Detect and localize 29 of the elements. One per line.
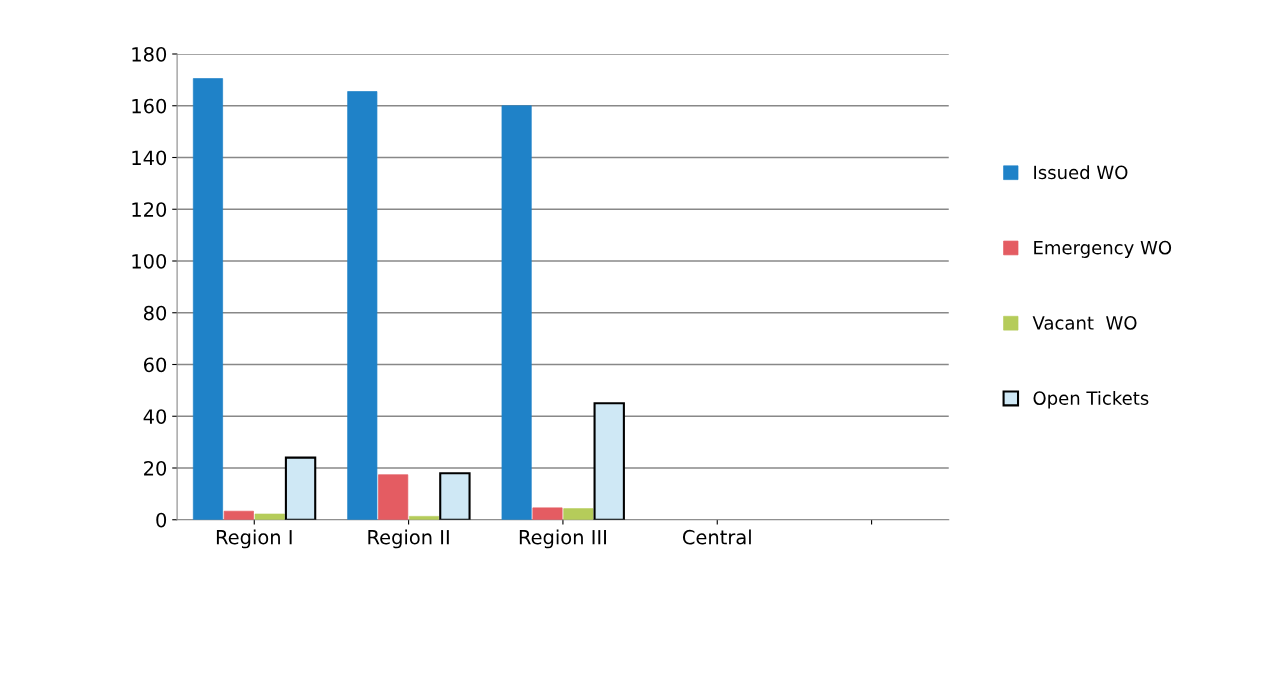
bar: [501, 105, 532, 520]
bar: [532, 507, 563, 520]
y-tick-label: 100: [132, 253, 167, 269]
bar: [192, 78, 223, 520]
y-tick-label: 80: [143, 305, 167, 321]
legend-label: Issued WO: [1034, 165, 1128, 180]
legend-label: Vacant WO: [1032, 316, 1137, 330]
bar: [378, 474, 409, 520]
y-tick-label: 160: [132, 98, 167, 114]
y-tick-label: 40: [143, 409, 167, 424]
y-tick-label: 20: [144, 460, 167, 476]
bar: [439, 472, 471, 520]
bar: [223, 510, 254, 520]
bar: [347, 91, 378, 520]
x-tick-label: Region II: [368, 529, 449, 549]
y-tick-label: 0: [156, 512, 167, 528]
bar: [254, 513, 285, 520]
y-tick-label: 120: [132, 202, 167, 217]
bar: [593, 402, 625, 520]
y-tick-label: 140: [132, 150, 167, 166]
legend-label: Emergency WO: [1034, 240, 1172, 258]
bar: [563, 508, 594, 520]
y-tick-label: 60: [143, 357, 167, 373]
y-tick-label: 180: [132, 46, 167, 62]
x-tick-label: Region I: [216, 529, 292, 549]
bar: [284, 456, 317, 520]
x-tick-label: Region III: [519, 529, 606, 549]
legend-label: Open Tickets: [1033, 391, 1149, 409]
x-tick-label: Central: [682, 529, 751, 545]
